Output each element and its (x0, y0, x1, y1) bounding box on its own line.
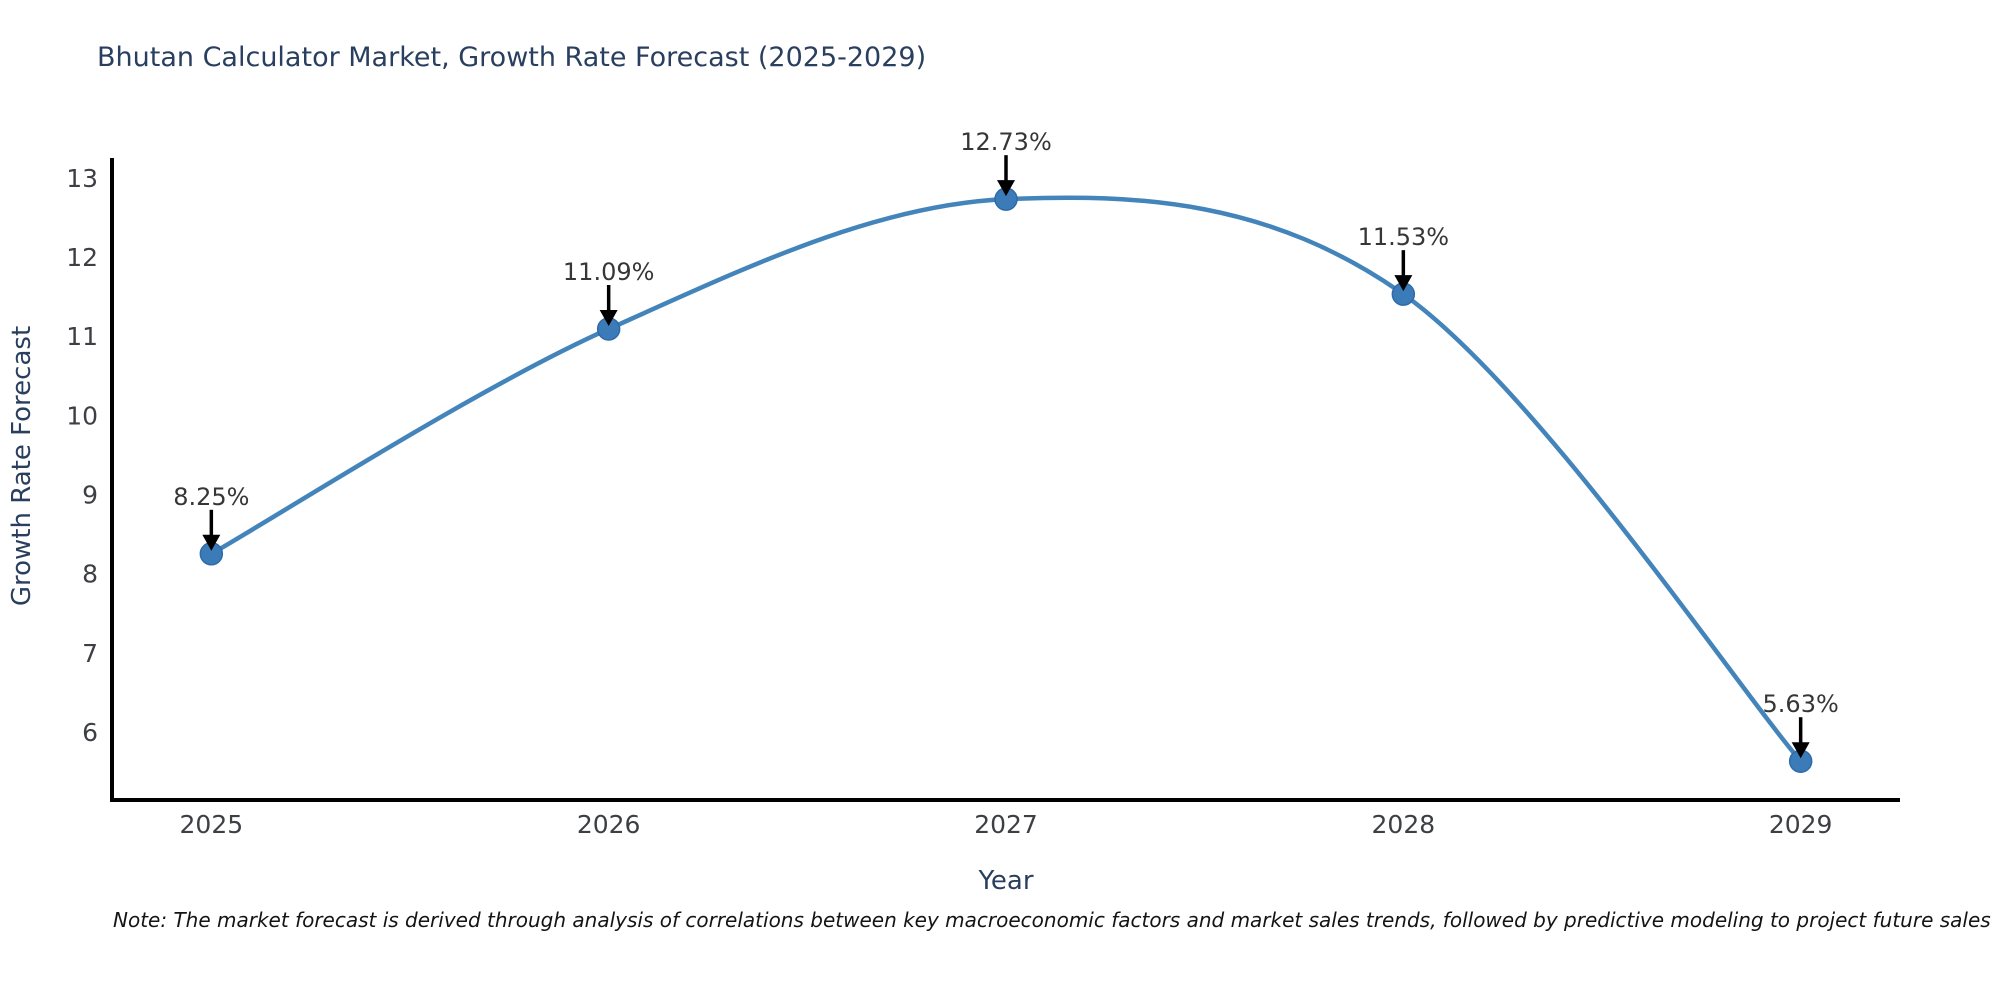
y-tick-label: 13 (66, 164, 98, 193)
series-line (209, 195, 1803, 764)
x-tick-label: 2029 (1769, 810, 1833, 839)
axes: 6 7 8 9 10 11 12 13 2025 2026 2027 2028 2029 (66, 158, 1900, 839)
x-tick-label: 2026 (577, 810, 641, 839)
chart-title: Bhutan Calculator Market, Growth Rate Fo… (97, 42, 926, 73)
data-label: 11.53% (1358, 223, 1450, 251)
data-label-arrowhead (599, 309, 618, 326)
y-tick-label: 8 (82, 560, 98, 589)
data-label-arrowhead (1791, 742, 1810, 759)
x-tick-label: 2027 (974, 810, 1038, 839)
x-axis-title: Year (977, 866, 1033, 896)
y-tick-label: 11 (66, 322, 98, 351)
data-label: 8.25% (173, 483, 249, 511)
footnote: Note: The market forecast is derived thr… (113, 908, 1991, 932)
data-label-arrowhead (1394, 275, 1413, 292)
line-series (199, 187, 1813, 773)
data-label-arrowhead (997, 180, 1015, 197)
y-tick-label: 12 (66, 243, 98, 272)
y-axis-title: Growth Rate Forecast (7, 326, 37, 606)
y-tick-label: 6 (82, 718, 98, 747)
data-label: 12.73% (960, 128, 1052, 156)
x-tick-label: 2025 (180, 810, 244, 839)
data-label: 11.09% (563, 258, 655, 286)
data-label-arrowhead (202, 534, 221, 551)
data-labels: 8.25% 11.09% 12.73% 11.53% 5.63% (173, 128, 1839, 759)
y-tick-label: 9 (82, 480, 98, 509)
y-tick-label: 7 (82, 639, 98, 668)
data-label: 5.63% (1763, 690, 1839, 718)
y-tick-label: 10 (66, 401, 98, 430)
x-tick-label: 2028 (1372, 810, 1436, 839)
